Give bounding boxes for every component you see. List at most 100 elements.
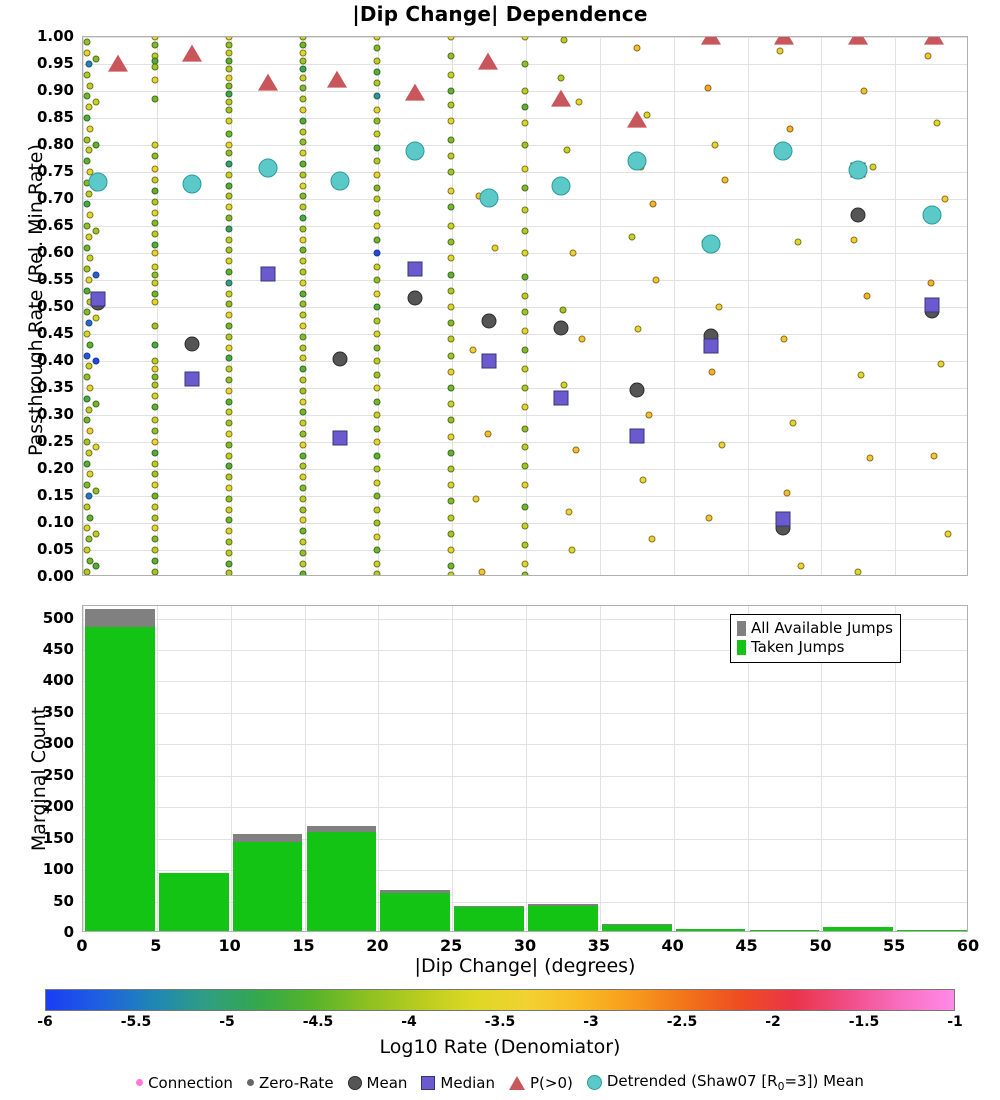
connection-point — [491, 244, 499, 252]
connection-point — [83, 157, 91, 165]
connection-point — [92, 141, 100, 149]
scatter-y-tick: 0.50 — [36, 297, 74, 315]
connection-point — [569, 249, 577, 257]
colorbar-tick: -1 — [947, 1014, 963, 1030]
colorbar-tick: -2 — [765, 1014, 781, 1030]
connection-point — [151, 416, 159, 424]
scatter-y-tick: 0.20 — [36, 459, 74, 477]
connection-point — [521, 327, 529, 335]
connection-point — [447, 319, 455, 327]
connection-point — [557, 74, 565, 81]
connection-point — [648, 535, 656, 543]
connection-point — [373, 371, 381, 378]
connection-point — [225, 98, 233, 106]
connection-point — [225, 365, 233, 373]
connection-point — [299, 214, 307, 222]
histogram-legend: All Available Jumps Taken Jumps — [730, 614, 901, 663]
scatter-y-tick: 0.55 — [36, 270, 74, 288]
connection-point — [718, 441, 726, 449]
connection-point — [869, 163, 877, 171]
connection-point — [299, 387, 307, 395]
connection-point — [85, 190, 93, 198]
connection-point — [373, 344, 381, 351]
connection-point — [780, 335, 788, 343]
hist-gridline-v — [230, 606, 232, 931]
connection-point — [299, 376, 307, 384]
connection-point — [151, 492, 159, 500]
connection-point — [86, 254, 94, 262]
connection-point — [151, 219, 159, 227]
connection-point — [299, 57, 307, 65]
scatter-gridline-h — [83, 550, 967, 551]
scatter-y-tick: 0.30 — [36, 405, 74, 423]
connection-point — [299, 300, 307, 308]
p-gt-zero-marker — [257, 74, 278, 92]
detrended-mean-marker — [848, 160, 868, 180]
connection-point — [92, 562, 100, 570]
connection-point — [944, 530, 952, 538]
scatter-y-tick: 0.85 — [36, 108, 74, 126]
connection-point — [521, 87, 529, 95]
scatter-gridline-h — [83, 226, 967, 227]
connection-point — [373, 37, 381, 41]
connection-point — [299, 268, 307, 276]
detrended-circle-icon — [586, 1075, 602, 1090]
scatter-plot-area[interactable] — [83, 37, 967, 575]
connection-point — [225, 130, 233, 138]
connection-point — [373, 452, 381, 459]
connection-point — [797, 562, 805, 570]
connection-point — [373, 209, 381, 216]
median-marker — [260, 266, 276, 282]
detrended-mean-marker — [922, 205, 942, 225]
marker-legend: Connection Zero-Rate Mean Median P(>0) Detren… — [0, 1072, 1000, 1093]
connection-point — [299, 290, 307, 297]
connection-point — [373, 317, 381, 324]
colorbar[interactable] — [45, 989, 955, 1011]
connection-point — [447, 465, 455, 473]
median-marker — [184, 371, 200, 387]
connection-point — [225, 538, 233, 546]
scatter-gridline-h — [83, 199, 967, 200]
connection-point — [373, 438, 381, 446]
colorbar-tick: -4.5 — [302, 1014, 334, 1030]
connection-point — [559, 306, 567, 314]
hist-gridline-h — [83, 775, 967, 777]
connection-point — [521, 119, 529, 127]
hist-x-tick: 55 — [883, 936, 906, 955]
connection-point — [299, 441, 307, 449]
connection-point — [447, 352, 455, 360]
connection-point — [373, 546, 381, 554]
connection-point — [789, 419, 797, 427]
connection-point — [645, 411, 653, 419]
connection-point — [794, 238, 802, 246]
zero-rate-dot-icon — [246, 1079, 254, 1086]
median-marker — [407, 261, 423, 277]
connection-point — [83, 38, 91, 46]
median-marker — [481, 353, 497, 369]
connection-point — [857, 371, 865, 378]
histogram-plot-area[interactable] — [83, 606, 967, 931]
colorbar-tick: -6 — [37, 1014, 53, 1030]
connection-point — [299, 160, 307, 168]
connection-point — [447, 168, 455, 176]
mean-marker — [850, 207, 866, 223]
connection-dot-icon — [136, 1079, 144, 1086]
connection-point — [447, 254, 455, 262]
connection-point — [299, 138, 307, 146]
connection-point — [151, 341, 159, 349]
connection-point — [469, 346, 477, 354]
connection-point — [521, 249, 529, 257]
connection-point — [225, 484, 233, 492]
connection-point — [447, 71, 455, 79]
connection-point — [92, 314, 100, 322]
connection-point — [225, 560, 233, 567]
connection-point — [447, 203, 455, 211]
connection-point — [299, 527, 307, 535]
detrended-mean-marker — [330, 171, 350, 191]
connection-point — [478, 568, 486, 575]
connection-point — [86, 341, 94, 349]
connection-point — [933, 119, 940, 127]
hist-x-tick: 30 — [513, 936, 537, 955]
hist-gridline-v — [599, 606, 601, 931]
connection-point — [521, 346, 529, 354]
